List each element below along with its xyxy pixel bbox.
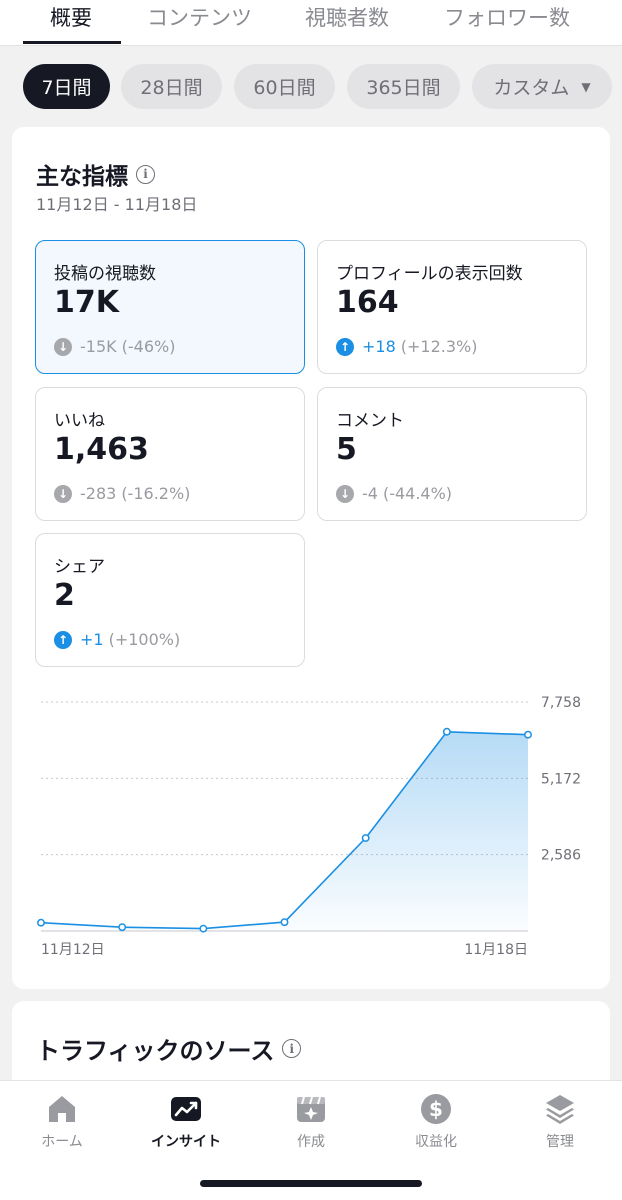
chip-label: 28日間 (140, 77, 203, 99)
arrow-up-icon: ↑ (336, 337, 354, 356)
top-tab-bar: 概要 コンテンツ 視聴者数 フォロワー数 (0, 0, 622, 46)
x-tick-label: 11月18日 (464, 942, 528, 958)
metric-value: 1,463 (54, 432, 149, 467)
chip-label: 365日間 (366, 77, 441, 99)
home-indicator (200, 1180, 422, 1187)
traffic-sources-header: トラフィックのソース i (36, 1031, 302, 1066)
home-icon (49, 1096, 75, 1122)
tab-content[interactable]: コンテンツ (147, 6, 252, 30)
metric-label: コメント (336, 411, 404, 431)
change-percent: (+12.3%) (400, 337, 478, 356)
info-icon[interactable]: i (282, 1039, 302, 1058)
arrow-up-icon: ↑ (54, 630, 72, 649)
change-percent: (-44.4%) (382, 484, 453, 503)
change-delta: +18 (362, 337, 396, 356)
chip-label: 60日間 (253, 77, 316, 99)
tab-overview[interactable]: 概要 (50, 6, 92, 30)
change-percent: (-16.2%) (121, 484, 191, 503)
nav-label: 作成 (297, 1134, 325, 1150)
chip-60-days[interactable]: 60日間 (234, 64, 335, 109)
y-tick-label: 5,172 (541, 771, 581, 787)
chip-label: 7日間 (41, 77, 92, 99)
chart-data-point (361, 834, 370, 842)
chart-data-point (280, 918, 289, 927)
layers-icon (546, 1095, 574, 1124)
arrow-down-icon: ↓ (54, 484, 72, 503)
key-metrics-title: 主な指標 (36, 164, 128, 190)
metric-label: プロフィールの表示回数 (336, 264, 523, 284)
metric-card-profile-views[interactable]: プロフィールの表示回数 164 ↑ +18 (+12.3%) (317, 240, 587, 374)
traffic-sources-title: トラフィックのソース (36, 1037, 275, 1065)
metric-label: いいね (54, 411, 105, 431)
metric-card-comments[interactable]: コメント 5 ↓ -4 (-44.4%) (317, 387, 587, 521)
metric-card-shares[interactable]: シェア 2 ↑ +1 (+100%) (35, 533, 305, 667)
arrow-down-icon: ↓ (336, 484, 354, 503)
chart-data-point (199, 924, 208, 933)
change-delta: +1 (80, 630, 104, 649)
chip-365-days[interactable]: 365日間 (347, 64, 460, 109)
nav-label: ホーム (41, 1134, 83, 1150)
metric-change: ↑ +18 (+12.3%) (336, 337, 477, 356)
metric-change: ↓ -15K (-46%) (54, 337, 175, 356)
info-icon[interactable]: i (136, 164, 155, 184)
nav-label: 収益化 (415, 1134, 457, 1150)
nav-create[interactable]: 作成 (261, 1093, 361, 1153)
tab-followers[interactable]: フォロワー数 (444, 6, 570, 30)
date-range: 11月12日 - 11月18日 (36, 195, 198, 214)
metric-label: シェア (54, 557, 105, 577)
change-delta: -4 (362, 484, 378, 503)
chart-data-point (524, 730, 532, 739)
caret-down-icon: ▼ (581, 79, 591, 94)
nav-home[interactable]: ホーム (12, 1093, 112, 1153)
change-percent: (-46%) (121, 337, 176, 356)
y-tick-label: 2,586 (541, 848, 581, 864)
chart-area-fill (41, 731, 528, 931)
metric-card-likes[interactable]: いいね 1,463 ↓ -283 (-16.2%) (35, 387, 305, 521)
chart-data-point (37, 918, 45, 927)
metric-change: ↓ -4 (-44.4%) (336, 484, 452, 503)
chip-28-days[interactable]: 28日間 (121, 64, 222, 109)
views-area-chart[interactable]: 2,586 5,172 7,758 11月12日 11月18日 (12, 687, 610, 967)
nav-insights[interactable]: インサイト (136, 1093, 236, 1153)
insights-icon (171, 1097, 201, 1121)
metric-value: 17K (54, 285, 119, 320)
arrow-down-icon: ↓ (54, 337, 72, 356)
nav-label: 管理 (546, 1134, 574, 1150)
key-metrics-header: 主な指標 i (36, 157, 155, 191)
change-percent: (+100%) (108, 630, 181, 649)
metric-value: 2 (54, 578, 75, 613)
active-tab-indicator (23, 41, 121, 44)
chart-data-point (118, 923, 127, 932)
metric-card-post-views[interactable]: 投稿の視聴数 17K ↓ -15K (-46%) (35, 240, 305, 374)
change-delta: -15K (80, 337, 117, 356)
svg-text:$: $ (429, 1097, 443, 1121)
x-tick-label: 11月12日 (41, 942, 105, 958)
metric-value: 5 (336, 432, 357, 467)
dollar-icon: $ (421, 1094, 451, 1124)
y-tick-label: 7,758 (541, 695, 581, 711)
metric-change: ↑ +1 (+100%) (54, 630, 180, 649)
tab-viewers[interactable]: 視聴者数 (305, 6, 389, 30)
chip-label: カスタム (493, 77, 570, 99)
change-delta: -283 (80, 484, 117, 503)
metric-change: ↓ -283 (-16.2%) (54, 484, 190, 503)
nav-label: インサイト (151, 1134, 221, 1150)
metric-label: 投稿の視聴数 (54, 264, 156, 284)
period-selector: 7日間 28日間 60日間 365日間 カスタム ▼ (0, 46, 622, 126)
chart-data-point (442, 727, 451, 736)
create-icon (297, 1096, 325, 1122)
nav-monetize[interactable]: $ 収益化 (386, 1093, 486, 1153)
chip-custom[interactable]: カスタム ▼ (472, 64, 612, 109)
nav-manage[interactable]: 管理 (510, 1093, 610, 1153)
chip-7-days[interactable]: 7日間 (23, 64, 110, 109)
metric-value: 164 (336, 285, 399, 320)
key-metrics-card: 主な指標 i 11月12日 - 11月18日 投稿の視聴数 17K ↓ -15K… (12, 127, 610, 989)
